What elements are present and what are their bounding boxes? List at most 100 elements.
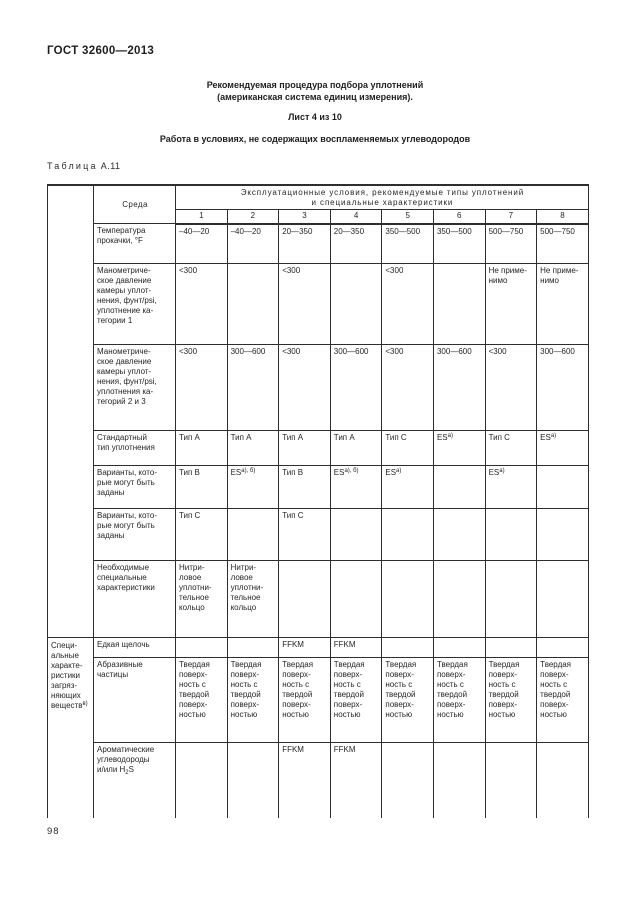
doc-title-line2: (американская система единиц измерения).	[217, 92, 413, 102]
table-caption: Таблица А.11	[47, 161, 121, 171]
table-cell	[329, 263, 383, 345]
corner-cell	[47, 184, 94, 638]
table-cell: 300—600	[536, 344, 589, 431]
table-cell: Не приме- нимо	[484, 263, 538, 345]
table-cell: Твердая поверх- ность с твердой поверх- …	[536, 657, 589, 743]
row-label-cell: Необходимые специальные характеристики	[93, 560, 176, 638]
table-cell	[226, 263, 280, 345]
table-cell: Твердая поверх- ность с твердой поверх- …	[432, 657, 486, 743]
table-cell	[536, 465, 589, 509]
table-caption-word: Таблица	[47, 161, 98, 171]
column-number: 3	[278, 209, 331, 225]
table-cell	[329, 560, 383, 638]
table-cell	[484, 508, 538, 561]
table-cell: Нитри- ловое уплотни- тельное кольцо	[226, 560, 280, 638]
table-cell: Тип В	[175, 465, 228, 509]
table-cell: Твердая поверх- ность с твердой поверх- …	[226, 657, 280, 743]
table-cell: 350—500	[432, 223, 486, 264]
table-cell: 350—500	[381, 223, 434, 264]
column-number: 1	[175, 209, 228, 225]
table-cell: Твердая поверх- ность с твердой поверх- …	[484, 657, 538, 743]
table-cell	[536, 742, 589, 818]
column-number: 5	[381, 209, 434, 225]
row-label-cell: Манометриче- ское давление камеры уплот-…	[93, 344, 176, 431]
table-cell	[381, 508, 434, 561]
table-cell	[226, 742, 280, 818]
table-cell: –40—20	[175, 223, 228, 264]
table-cell: Тип С	[484, 430, 538, 466]
table-cell	[432, 263, 486, 345]
seal-selection-table: Среда Эксплуатационные условия, рекоменд…	[47, 184, 589, 818]
table-cell: FFKM	[278, 637, 331, 658]
table-cell: <300	[381, 344, 434, 431]
table-cell	[432, 465, 486, 509]
table-row: Специ- альные характе- ристики загряз- н…	[47, 637, 589, 818]
table-cell	[432, 560, 486, 638]
table-cell: FFKM	[329, 742, 383, 818]
row-label-cell: Варианты, кото- рые могут быть заданы	[93, 508, 176, 561]
table-cell: 20—350	[278, 223, 331, 264]
table-cell: 300—600	[226, 344, 280, 431]
table-cell: Не приме- нимо	[536, 263, 589, 345]
table-cell: Твердая поверх- ность с твердой поверх- …	[381, 657, 434, 743]
table-header-row: Среда Эксплуатационные условия, рекоменд…	[47, 184, 589, 638]
table-cell: Тип А	[226, 430, 280, 466]
table-row: Температура прокачки, °F –40—20 –40—20 20—3…	[48, 223, 589, 264]
table-cell: –40—20	[226, 223, 280, 264]
row-label-cell: Манометриче- ское давление камеры уплот-…	[93, 263, 176, 345]
table-cell	[536, 508, 589, 561]
table-cell	[484, 560, 538, 638]
table-cell	[484, 637, 538, 658]
table-cell: <300	[175, 344, 228, 431]
table-cell: ESа)	[484, 465, 538, 509]
table-cell: <300	[278, 263, 331, 345]
column-number: 8	[536, 209, 589, 225]
sheet-number: Лист 4 из 10	[288, 112, 342, 122]
table-cell: <300	[278, 344, 331, 431]
table-cell: <300	[381, 263, 434, 345]
table-row: Манометриче- ское давление камеры уплот-…	[48, 344, 589, 431]
table-cell	[175, 742, 228, 818]
table-caption-number: А.11	[100, 161, 121, 171]
table-cell: <300	[175, 263, 228, 345]
table-cell	[432, 742, 486, 818]
column-number: 7	[484, 209, 538, 225]
table-row: Варианты, кото- рые могут быть заданы Тип…	[48, 465, 589, 509]
table-cell	[484, 742, 538, 818]
table-cell: Тип С	[278, 508, 331, 561]
table-cell: Тип А	[278, 430, 331, 466]
group-label-cell: Специ- альные характе- ристики загряз- н…	[47, 637, 94, 818]
table-cell: Тип А	[175, 430, 228, 466]
table-cell	[432, 637, 486, 658]
table-row: Варианты, кото- рые могут быть заданы Тип…	[48, 508, 589, 561]
conditions-span-header: Эксплуатационные условия, рекомендуемые …	[175, 184, 589, 210]
doc-title: Рекомендуемая процедура подбора уплотнен…	[0, 79, 630, 103]
table-cell: Твердая поверх- ность с твердой поверх- …	[329, 657, 383, 743]
table-cell: Тип С	[381, 430, 434, 466]
doc-subtitle: Работа в условиях, не содержащих восплам…	[159, 134, 471, 144]
doc-code: ГОСТ 32600—2013	[47, 45, 155, 57]
table-cell: Нитри- ловое уплотни- тельное кольцо	[175, 560, 228, 638]
table-cell: ESа)	[381, 465, 434, 509]
table-cell	[432, 508, 486, 561]
table-cell: FFKM	[278, 742, 331, 818]
table-cell: 300—600	[432, 344, 486, 431]
table-cell	[381, 742, 434, 818]
table-cell: Твердая поверх- ность с твердой поверх- …	[278, 657, 331, 743]
table-cell	[329, 508, 383, 561]
row-label-cell: Варианты, кото- рые могут быть заданы	[93, 465, 176, 509]
row-label-cell: Температура прокачки, °F	[93, 223, 176, 264]
table-row: Ароматические углеводороды и/или H2S FFKM…	[48, 742, 589, 818]
column-number: 2	[226, 209, 280, 225]
table-cell: 300—600	[329, 344, 383, 431]
table-cell: Тип В	[278, 465, 331, 509]
table-cell	[226, 508, 280, 561]
row-label-cell: Ароматические углеводороды и/или H2S	[93, 742, 176, 818]
table-cell	[536, 560, 589, 638]
table-cell	[226, 637, 280, 658]
column-number: 6	[432, 209, 486, 225]
table-cell: ESа), б)	[329, 465, 383, 509]
table-cell	[278, 560, 331, 638]
table-cell: <300	[484, 344, 538, 431]
